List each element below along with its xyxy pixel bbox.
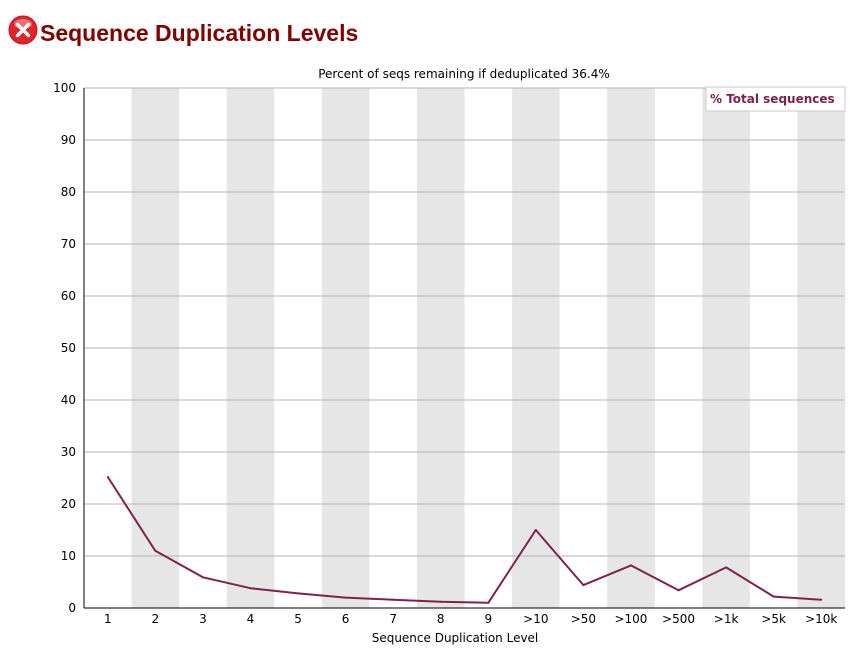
- x-tick-label: >10: [523, 612, 548, 626]
- x-axis-label: Sequence Duplication Level: [372, 631, 539, 645]
- legend-label: % Total sequences: [710, 92, 835, 106]
- y-tick-label: 20: [61, 497, 76, 511]
- data-point: [725, 566, 728, 569]
- series-group: [106, 475, 823, 604]
- x-tick-label: 7: [389, 612, 397, 626]
- y-tick-label: 30: [61, 445, 76, 459]
- y-tick-labels: 0 10 20 30 40 50 60 70 80 90 100: [53, 81, 76, 615]
- axes: [83, 88, 845, 609]
- data-point: [439, 600, 442, 603]
- x-tick-label: 8: [437, 612, 445, 626]
- data-point: [201, 576, 204, 579]
- page-title: Sequence Duplication Levels: [40, 19, 359, 46]
- y-tick-label: 10: [61, 549, 76, 563]
- data-point: [629, 564, 632, 567]
- x-tick-label: >5k: [761, 612, 786, 626]
- x-tick-label: >100: [614, 612, 647, 626]
- y-tick-label: 0: [68, 601, 76, 615]
- y-tick-label: 50: [61, 341, 76, 355]
- x-tick-label: 2: [152, 612, 160, 626]
- x-tick-label: 6: [342, 612, 350, 626]
- x-tick-labels: 1 2 3 4 5 6 7 8 9 >10 >50 >100 >500 >1k >5k >10k: [104, 612, 837, 626]
- x-tick-label: 9: [484, 612, 492, 626]
- x-tick-label: >1k: [714, 612, 739, 626]
- data-point: [772, 595, 775, 598]
- data-point: [487, 601, 490, 604]
- data-point: [249, 587, 252, 590]
- y-tick-label: 40: [61, 393, 76, 407]
- data-point: [344, 596, 347, 599]
- x-tick-label: 3: [199, 612, 207, 626]
- error-x-icon: [8, 15, 38, 45]
- data-point: [392, 598, 395, 601]
- x-tick-label: 1: [104, 612, 112, 626]
- data-point: [154, 549, 157, 552]
- data-point: [106, 475, 109, 478]
- data-point: [677, 589, 680, 592]
- x-tick-label: 4: [247, 612, 255, 626]
- y-tick-label: 60: [61, 289, 76, 303]
- y-tick-label: 70: [61, 237, 76, 251]
- gridlines: [84, 87, 845, 557]
- data-point: [534, 529, 537, 531]
- series-line: [106, 476, 822, 604]
- legend-box: [705, 86, 846, 112]
- y-tick-label: 90: [61, 133, 76, 147]
- data-point: [820, 598, 823, 601]
- x-tick-label: >500: [662, 612, 695, 626]
- x-tick-label: >10k: [805, 612, 837, 626]
- data-point: [582, 584, 585, 587]
- data-point: [297, 592, 300, 595]
- x-tick-label: >50: [571, 612, 596, 626]
- page-header: Sequence Duplication Levels: [8, 10, 358, 50]
- chart-title: Percent of seqs remaining if deduplicate…: [318, 67, 610, 81]
- legend: % Total sequences: [705, 86, 846, 112]
- x-tick-label: 5: [294, 612, 302, 626]
- y-tick-label: 100: [53, 81, 76, 95]
- y-tick-label: 80: [61, 185, 76, 199]
